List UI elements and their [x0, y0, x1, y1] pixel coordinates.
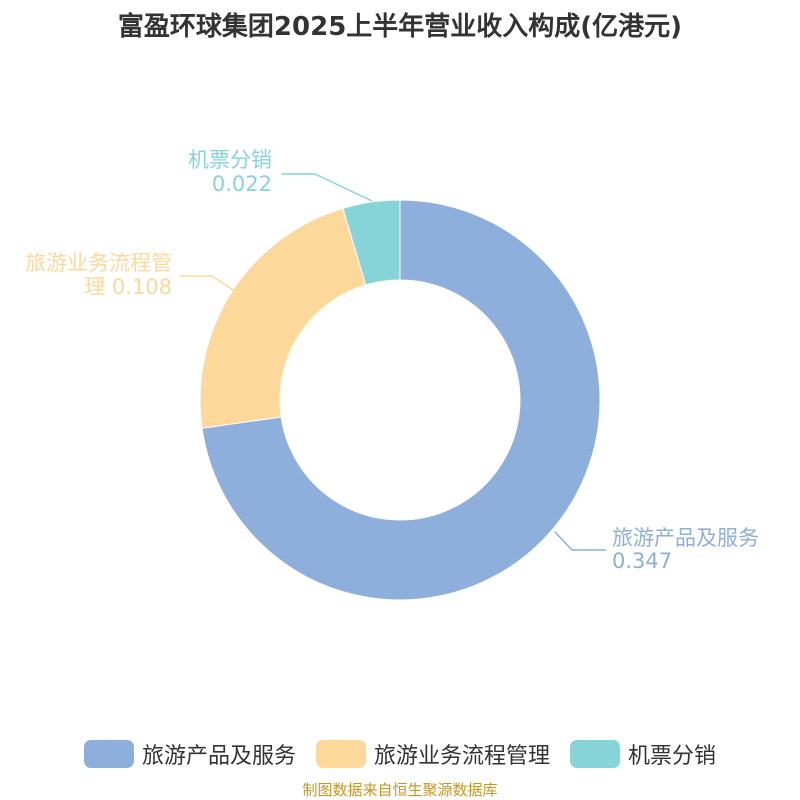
source-note: 制图数据来自恒生聚源数据库 — [302, 781, 498, 799]
legend-item[interactable]: 旅游产品及服务 — [83, 738, 296, 770]
legend-item[interactable]: 机票分销 — [570, 738, 716, 770]
slice-0 — [201, 199, 601, 601]
chart-title: 富盈环球集团2025上半年营业收入构成(亿港元) — [117, 12, 683, 42]
leader-line-0 — [554, 531, 606, 551]
data-label-0: 旅游产品及服务 — [612, 526, 759, 550]
legend-label: 旅游产品及服务 — [141, 744, 296, 769]
data-label-1: 旅游业务流程管 — [25, 251, 172, 275]
legend-item[interactable]: 旅游业务流程管理 — [315, 738, 550, 770]
legend-swatch — [570, 740, 620, 768]
legend-swatch — [83, 740, 134, 768]
legend-label: 旅游业务流程管理 — [373, 744, 550, 769]
legend: 旅游产品及服务 旅游业务流程管理 机票分销 — [0, 738, 800, 770]
data-label-2: 0.022 — [212, 172, 272, 196]
slice-2 — [342, 199, 401, 286]
data-label-0: 0.347 — [612, 549, 672, 573]
legend-swatch — [315, 740, 366, 768]
legend-label: 机票分销 — [628, 744, 717, 769]
data-label-1: 理 0.108 — [84, 275, 172, 299]
slice-1 — [199, 207, 367, 429]
data-label-2: 机票分销 — [188, 148, 272, 172]
leader-line-2 — [282, 173, 373, 202]
leader-line-1 — [180, 275, 237, 293]
